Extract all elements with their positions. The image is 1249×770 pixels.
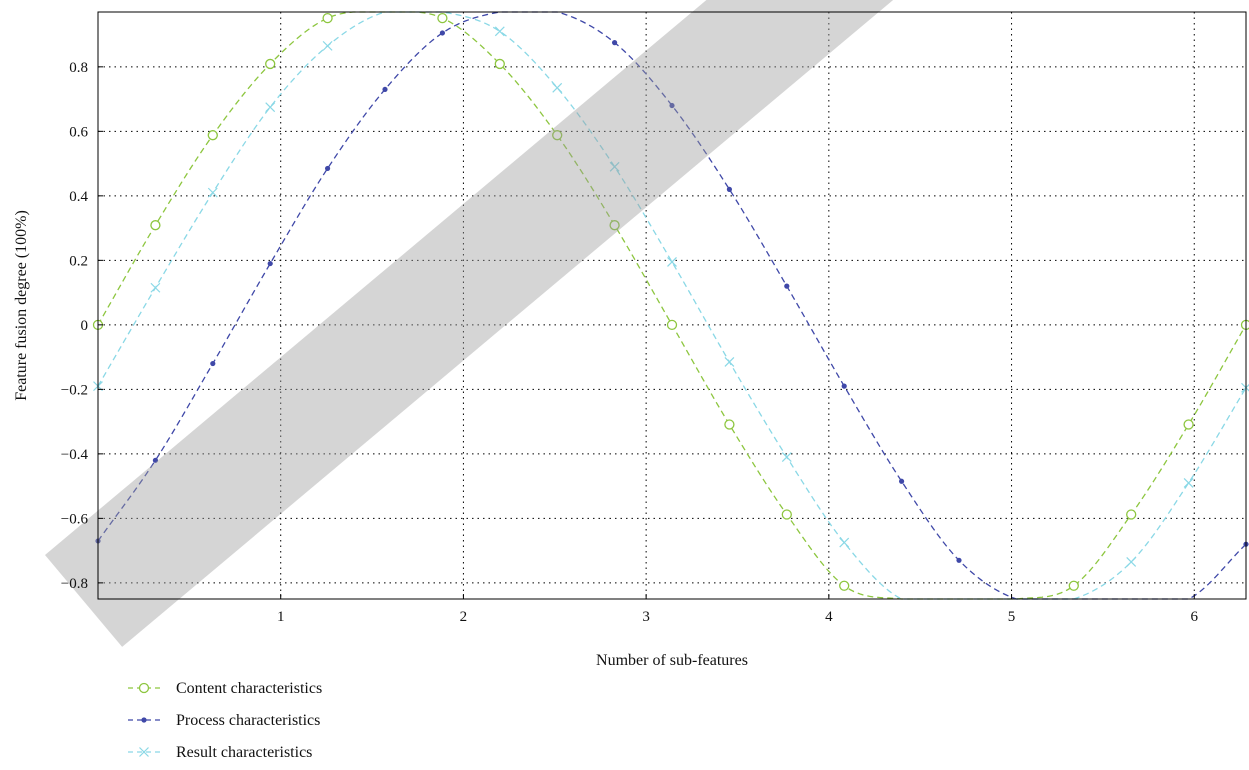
legend: Content characteristics Process character… bbox=[128, 680, 322, 761]
data-point bbox=[210, 360, 216, 367]
x-tick-label: 6 bbox=[1191, 609, 1199, 625]
legend-label: Process characteristics bbox=[176, 712, 320, 729]
y-tick-label: 0 bbox=[81, 318, 89, 334]
data-point bbox=[724, 357, 735, 367]
y-axis-title: Feature fusion degree (100%) bbox=[13, 210, 30, 401]
data-point bbox=[1241, 382, 1249, 393]
data-point bbox=[666, 319, 678, 331]
data-point bbox=[152, 457, 159, 463]
data-point bbox=[265, 102, 276, 113]
y-tick-label: 0.4 bbox=[69, 189, 88, 205]
data-point bbox=[437, 12, 448, 24]
axis-ticks: 1 2 3 4 5 6 −0.8 −0.6 −0.4 −0.2 0 0.2 0.4 0.6 0.8 bbox=[61, 60, 1199, 625]
legend-item: Result characteristics bbox=[128, 744, 312, 761]
data-point bbox=[956, 557, 962, 563]
data-point bbox=[609, 161, 620, 172]
data-point bbox=[1126, 556, 1137, 567]
data-point bbox=[265, 58, 276, 70]
x-tick-label: 4 bbox=[825, 609, 833, 625]
data-point bbox=[382, 86, 388, 93]
data-point bbox=[1068, 580, 1079, 591]
legend-item: Content characteristics bbox=[128, 680, 322, 697]
data-point bbox=[150, 220, 161, 231]
legend-marker bbox=[138, 682, 150, 694]
x-tick-label: 5 bbox=[1008, 609, 1016, 625]
y-tick-label: −0.6 bbox=[61, 511, 89, 527]
legend-item: Process characteristics bbox=[128, 712, 320, 729]
data-point bbox=[494, 58, 505, 70]
data-point bbox=[1183, 477, 1194, 488]
series-content-characteristics bbox=[92, 11, 1249, 600]
x-tick-label: 2 bbox=[460, 609, 468, 625]
x-axis-title: Number of sub-features bbox=[596, 652, 748, 669]
y-tick-label: 0.6 bbox=[69, 124, 88, 140]
data-point bbox=[724, 419, 735, 430]
data-point bbox=[1183, 419, 1194, 430]
data-point bbox=[667, 257, 677, 267]
legend-label: Result characteristics bbox=[176, 744, 312, 761]
data-point bbox=[841, 383, 847, 389]
y-tick-label: −0.2 bbox=[61, 382, 88, 398]
data-point bbox=[322, 12, 333, 24]
data-point bbox=[552, 82, 563, 93]
y-tick-label: 0.8 bbox=[69, 60, 88, 76]
data-point bbox=[150, 282, 161, 293]
plot-frame bbox=[97, 11, 1247, 600]
data-point bbox=[898, 478, 905, 484]
data-point bbox=[322, 40, 333, 51]
legend-marker bbox=[139, 747, 149, 757]
y-tick-label: −0.8 bbox=[61, 576, 88, 592]
data-point bbox=[324, 165, 331, 172]
data-point bbox=[494, 26, 505, 37]
data-point bbox=[1126, 509, 1137, 520]
x-tick-label: 3 bbox=[642, 609, 650, 625]
legend-label: Content characteristics bbox=[176, 680, 322, 697]
data-point bbox=[552, 130, 563, 141]
data-point bbox=[207, 187, 218, 198]
x-tick-label: 1 bbox=[277, 609, 285, 625]
data-point bbox=[726, 186, 733, 192]
data-point bbox=[781, 509, 792, 520]
data-point bbox=[781, 452, 792, 463]
data-point bbox=[439, 30, 446, 36]
retracted-watermark bbox=[45, 0, 988, 647]
data-point bbox=[611, 40, 618, 46]
data-point bbox=[839, 580, 850, 591]
data-point bbox=[267, 260, 273, 267]
y-tick-label: 0.2 bbox=[69, 253, 88, 269]
y-tick-label: −0.4 bbox=[61, 447, 89, 463]
data-point bbox=[1240, 319, 1249, 331]
data-point bbox=[669, 102, 675, 109]
data-point bbox=[609, 220, 620, 231]
data-point bbox=[207, 130, 218, 141]
data-point bbox=[839, 537, 850, 548]
data-point bbox=[784, 283, 790, 289]
legend-marker bbox=[141, 717, 147, 723]
